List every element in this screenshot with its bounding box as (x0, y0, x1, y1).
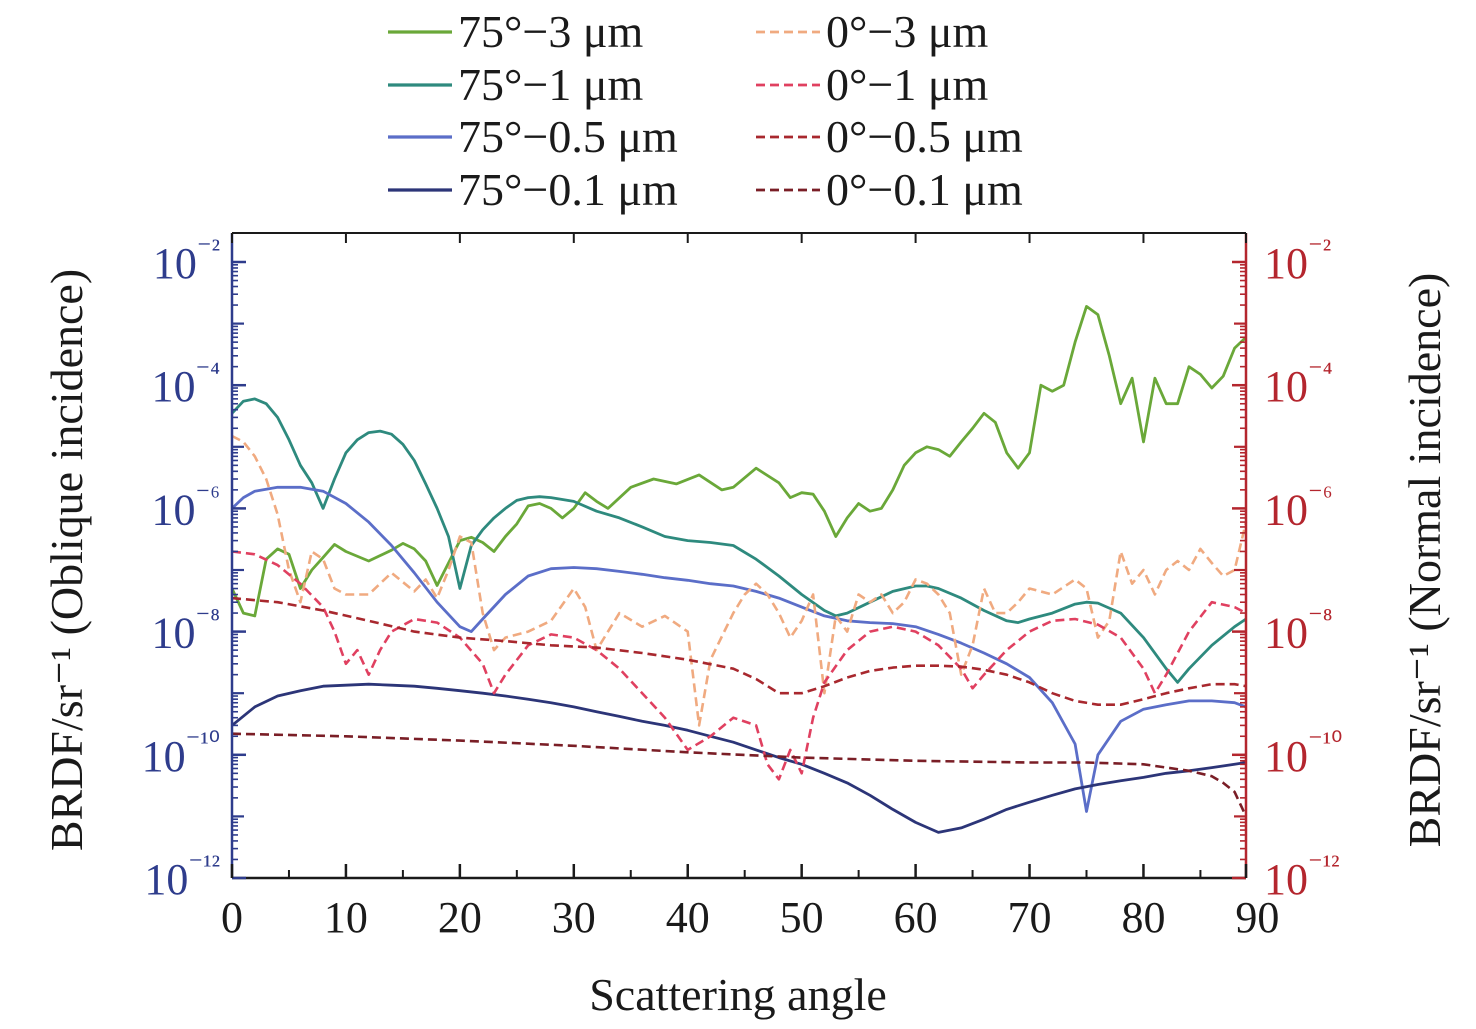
legend-label: 75°−3 μm (458, 6, 644, 57)
series-line-5 (231, 434, 1248, 727)
legend-label: 0°−1 μm (826, 59, 989, 110)
legend-label: 0°−0.1 μm (826, 164, 1023, 215)
left-tick-labels: 10⁻¹² 10⁻¹⁰ 10⁻⁸ 10⁻⁶ 10⁻⁴ 10⁻² (142, 234, 220, 904)
y-tick-label: 10⁻⁴ (1264, 357, 1333, 411)
legend-label: 0°−0.5 μm (826, 111, 1023, 162)
left-y-axis-title: BRDF/sr⁻¹ (Oblique incidence) (41, 269, 92, 851)
x-tick-label: 60 (894, 893, 938, 942)
x-tick-label: 80 (1121, 893, 1165, 942)
y-tick-label: 10⁻¹² (1264, 850, 1340, 904)
x-tick-label: 10 (324, 893, 368, 942)
y-tick-label: 10⁻² (1264, 234, 1331, 288)
right-tick-labels: 10⁻¹² 10⁻¹⁰ 10⁻⁸ 10⁻⁶ 10⁻⁴ 10⁻² (1264, 234, 1342, 904)
series-line-2 (230, 397, 1247, 684)
series-line-7 (231, 596, 1247, 706)
y-tick-label: 10⁻¹² (144, 850, 220, 904)
y-tick-label: 10⁻⁸ (151, 604, 220, 658)
legend-label: 75°−0.1 μm (458, 164, 678, 215)
series-line-3 (231, 485, 1247, 813)
x-axis-title: Scattering angle (589, 969, 887, 1020)
x-tick-label: 70 (1008, 893, 1052, 942)
x-tick-label: 50 (780, 893, 824, 942)
y-tick-label: 10⁻² (153, 234, 220, 288)
y-tick-label: 10⁻⁶ (151, 480, 220, 534)
legend-label: 75°−0.5 μm (458, 111, 678, 162)
series-line-4 (231, 682, 1247, 834)
y-tick-label: 10⁻⁴ (151, 357, 220, 411)
right-y-axis-title-main: BRDF/sr⁻¹ (Normal incidence) (1399, 273, 1450, 848)
legend-label: 0°−3 μm (826, 6, 989, 57)
x-tick-label: 0 (221, 893, 243, 942)
y-tick-label: 10⁻⁸ (1264, 604, 1333, 658)
x-tick-labels: 0 10 20 30 40 50 60 70 80 90 (221, 893, 1279, 942)
series-line-8 (231, 732, 1248, 817)
plot-lines (230, 305, 1248, 834)
x-tick-label: 90 (1235, 893, 1279, 942)
series-line-1 (230, 305, 1247, 618)
left-y-axis-title-main: BRDF/sr⁻¹ (Oblique incidence) (41, 269, 92, 851)
x-tick-label: 30 (552, 893, 596, 942)
series-line-6 (231, 550, 1247, 781)
y-tick-label: 10⁻¹⁰ (142, 727, 220, 781)
axes (230, 232, 1248, 880)
x-tick-label: 20 (438, 893, 482, 942)
y-tick-label: 10⁻⁶ (1264, 480, 1333, 534)
legend-label: 75°−1 μm (458, 59, 644, 110)
y-tick-label: 10⁻¹⁰ (1264, 727, 1342, 781)
right-y-axis-title: BRDF/sr⁻¹ (Normal incidence) (1399, 273, 1450, 848)
x-tick-label: 40 (666, 893, 710, 942)
